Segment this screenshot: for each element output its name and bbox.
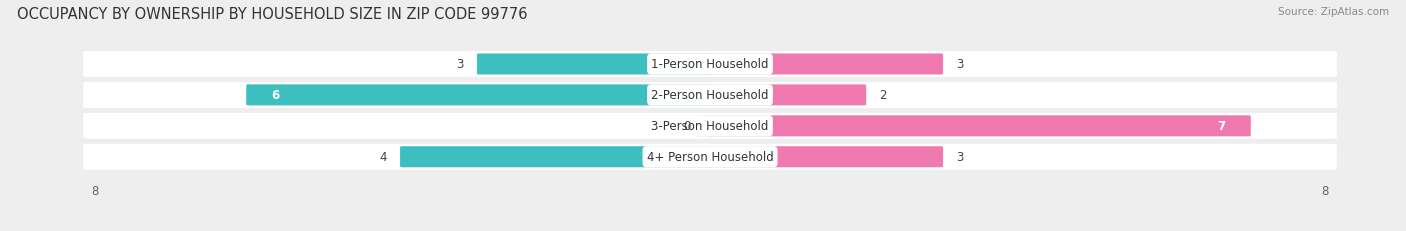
Text: 3-Person Household: 3-Person Household xyxy=(651,120,769,133)
Text: 1-Person Household: 1-Person Household xyxy=(651,58,769,71)
Text: Source: ZipAtlas.com: Source: ZipAtlas.com xyxy=(1278,7,1389,17)
Text: 7: 7 xyxy=(1218,120,1226,133)
Text: 4+ Person Household: 4+ Person Household xyxy=(647,151,773,164)
Text: 2-Person Household: 2-Person Household xyxy=(651,89,769,102)
FancyBboxPatch shape xyxy=(401,147,713,167)
Text: 4: 4 xyxy=(380,151,387,164)
FancyBboxPatch shape xyxy=(707,147,943,167)
FancyBboxPatch shape xyxy=(83,144,1337,170)
FancyBboxPatch shape xyxy=(83,113,1337,139)
FancyBboxPatch shape xyxy=(477,54,713,75)
Text: 2: 2 xyxy=(879,89,887,102)
FancyBboxPatch shape xyxy=(696,116,713,137)
FancyBboxPatch shape xyxy=(246,85,713,106)
Text: 3: 3 xyxy=(457,58,464,71)
Text: 6: 6 xyxy=(271,89,280,102)
Text: 0: 0 xyxy=(683,120,690,133)
Text: 3: 3 xyxy=(956,58,963,71)
FancyBboxPatch shape xyxy=(83,52,1337,78)
Text: OCCUPANCY BY OWNERSHIP BY HOUSEHOLD SIZE IN ZIP CODE 99776: OCCUPANCY BY OWNERSHIP BY HOUSEHOLD SIZE… xyxy=(17,7,527,22)
FancyBboxPatch shape xyxy=(83,82,1337,108)
FancyBboxPatch shape xyxy=(707,54,943,75)
FancyBboxPatch shape xyxy=(707,85,866,106)
Text: 3: 3 xyxy=(956,151,963,164)
FancyBboxPatch shape xyxy=(707,116,1251,137)
